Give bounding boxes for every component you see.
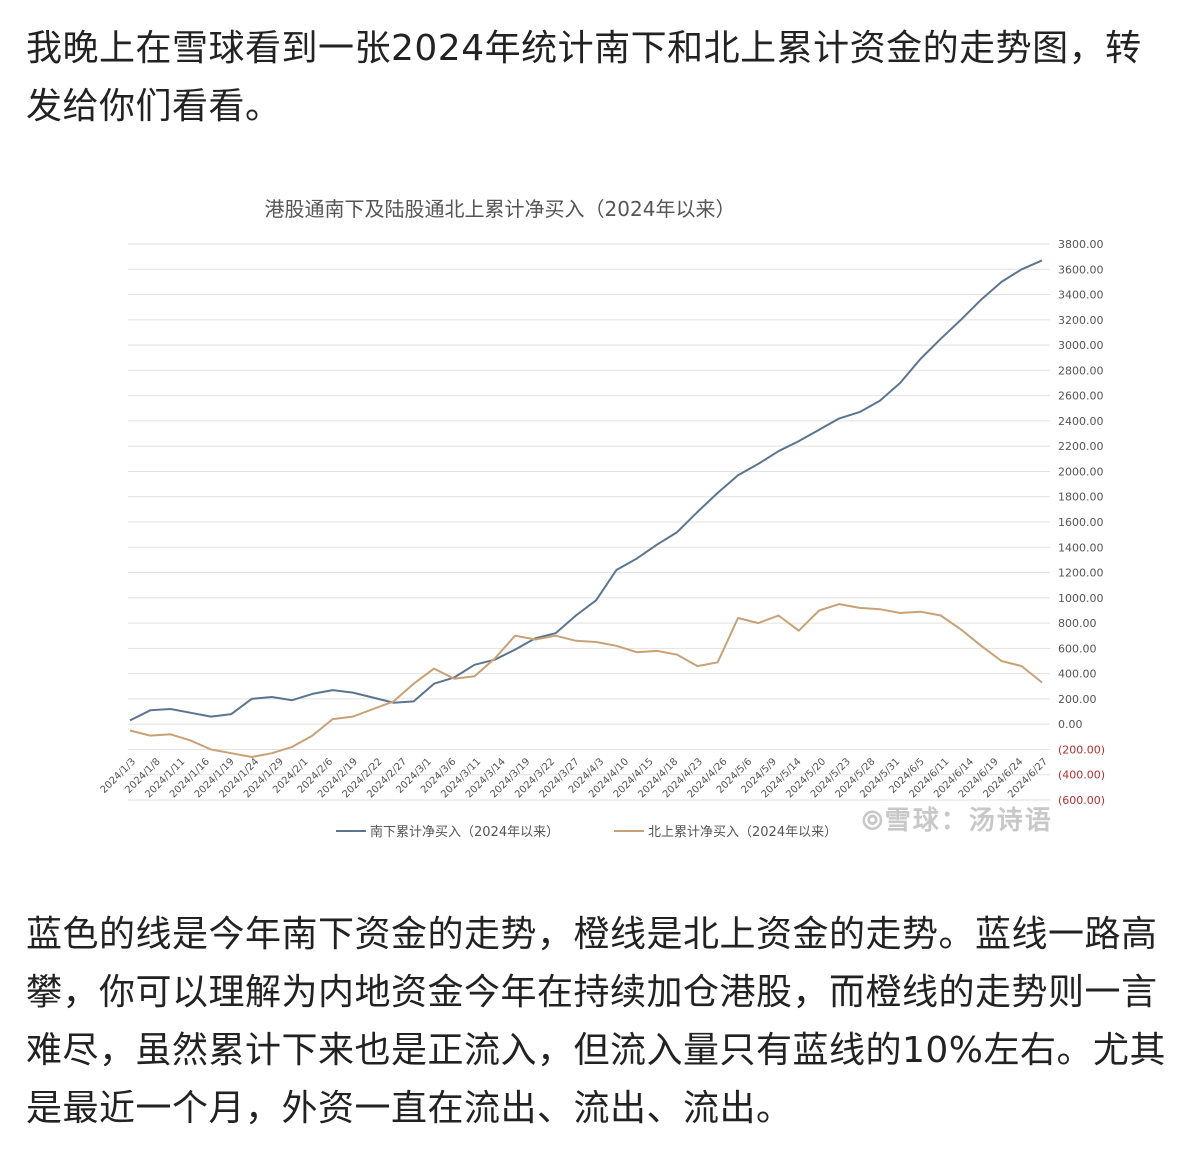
- y-tick-label: 800.00: [1058, 617, 1097, 630]
- y-tick-label: 200.00: [1058, 693, 1097, 706]
- y-tick-label: 2000.00: [1058, 465, 1104, 478]
- legend-label-south: 南下累计净买入（2024年以来）: [370, 824, 559, 840]
- y-tick-label: 3200.00: [1058, 314, 1104, 327]
- y-tick-label: (600.00): [1058, 794, 1105, 807]
- legend: 南下累计净买入（2024年以来） 北上累计净买入（2024年以来）: [336, 824, 837, 840]
- grid-lines: [128, 243, 1050, 801]
- y-tick-label: (200.00): [1058, 743, 1105, 756]
- xueqiu-watermark: ⦾雪球：汤诗语: [862, 806, 1053, 836]
- y-tick-label: 400.00: [1058, 668, 1097, 681]
- y-tick-label: 1600.00: [1058, 516, 1104, 529]
- y-tick-label: 2800.00: [1058, 364, 1104, 377]
- series-lines: [129, 259, 1043, 758]
- y-tick-label: 0.00: [1058, 718, 1083, 731]
- y-tick-label: 3400.00: [1058, 289, 1104, 302]
- chart: 港股通南下及陆股通北上累计净买入（2024年以来） 3800.00 3600.00…: [88, 182, 1128, 862]
- y-tick-label: (400.00): [1058, 769, 1105, 782]
- y-tick-label: 2200.00: [1058, 440, 1104, 453]
- y-tick-label: 3800.00: [1058, 238, 1104, 251]
- post-outro-text: 蓝色的线是今年南下资金的走势，橙线是北上资金的走势。蓝线一路高攀，你可以理解为内…: [26, 914, 1167, 1129]
- series-line-southbound: [129, 259, 1043, 722]
- post-intro-text: 我晚上在雪球看到一张2024年统计南下和北上累计资金的走势图，转发给你们看看。: [26, 28, 1142, 127]
- y-tick-label: 1200.00: [1058, 567, 1104, 580]
- legend-label-north: 北上累计净买入（2024年以来）: [648, 825, 837, 840]
- y-tick-label: 3000.00: [1058, 339, 1104, 352]
- y-tick-label: 1000.00: [1058, 592, 1104, 605]
- chart-title: 港股通南下及陆股通北上累计净买入（2024年以来）: [265, 197, 736, 221]
- y-tick-label: 3600.00: [1058, 263, 1104, 276]
- chart-svg: 港股通南下及陆股通北上累计净买入（2024年以来） 3800.00 3600.00…: [99, 197, 1105, 840]
- y-tick-label: 1400.00: [1058, 541, 1104, 554]
- x-axis-ticks: 2024/1/32024/1/82024/1/112024/1/162024/1…: [99, 756, 1051, 800]
- y-tick-label: 1800.00: [1058, 491, 1104, 504]
- series-line-northbound: [129, 603, 1043, 758]
- y-axis-ticks: 3800.00 3600.00 3400.00 3200.00 3000.00 2800.…: [1058, 238, 1105, 807]
- y-tick-label: 2600.00: [1058, 390, 1104, 403]
- y-tick-label: 600.00: [1058, 642, 1097, 655]
- y-tick-label: 2400.00: [1058, 415, 1104, 428]
